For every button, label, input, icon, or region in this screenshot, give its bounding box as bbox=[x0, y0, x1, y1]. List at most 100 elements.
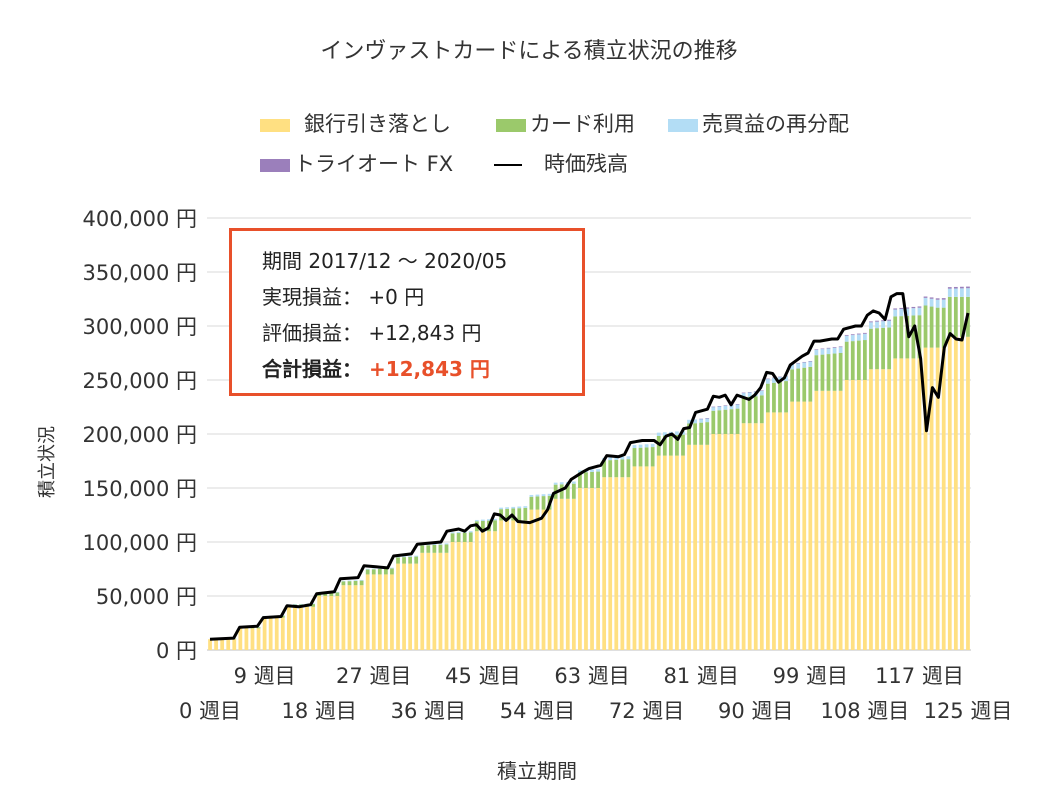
bar-card bbox=[687, 423, 691, 445]
bar-card bbox=[929, 306, 934, 348]
bar-card bbox=[790, 369, 795, 402]
bar-profit bbox=[844, 335, 849, 342]
bar-bank bbox=[208, 639, 212, 650]
bar-profit bbox=[547, 493, 552, 496]
bar-card bbox=[517, 508, 522, 521]
bar-bank bbox=[796, 401, 801, 650]
bar-profit bbox=[438, 543, 443, 545]
bar-card bbox=[717, 410, 722, 434]
bar-fx bbox=[953, 286, 958, 289]
bar-profit bbox=[808, 361, 813, 367]
bar-bank bbox=[596, 488, 600, 650]
line-market-value bbox=[209, 292, 970, 641]
bar-bank bbox=[802, 401, 807, 650]
summary-realized-label: 実現損益： bbox=[262, 285, 362, 309]
bar-bank bbox=[402, 563, 406, 650]
bar-card bbox=[796, 368, 801, 402]
bar-card bbox=[838, 353, 843, 391]
bar-bank bbox=[244, 628, 249, 650]
bar-fx bbox=[881, 320, 885, 322]
bar-fx bbox=[887, 319, 892, 321]
bar-fx bbox=[802, 361, 807, 363]
x-tick-label: 36 週目 bbox=[391, 699, 466, 723]
bar-profit bbox=[614, 457, 619, 460]
bar-profit bbox=[826, 348, 831, 355]
bar-fx bbox=[941, 298, 946, 300]
bar-card bbox=[881, 327, 885, 370]
bar-bank bbox=[474, 531, 479, 650]
bar-profit bbox=[632, 445, 637, 449]
bar-fx bbox=[935, 298, 940, 300]
bar-bank bbox=[875, 369, 879, 650]
bar-bank bbox=[317, 596, 322, 650]
bar-card bbox=[644, 447, 649, 467]
y-tick-label: 150,000 円 bbox=[82, 477, 197, 501]
bar-bank bbox=[468, 542, 473, 650]
bar-bank bbox=[432, 552, 437, 650]
bar-card bbox=[814, 355, 819, 391]
bar-profit bbox=[838, 347, 843, 353]
bar-bank bbox=[778, 412, 782, 650]
x-tick-label: 54 週目 bbox=[500, 699, 575, 723]
bar-bank bbox=[341, 585, 346, 650]
bar-profit bbox=[608, 457, 613, 461]
bar-card bbox=[632, 448, 637, 467]
bar-bank bbox=[675, 455, 679, 650]
summary-valuation-label: 評価損益： bbox=[262, 321, 362, 345]
y-axis-label: 積立状況 bbox=[37, 426, 58, 498]
legend-label-card: カード利用 bbox=[530, 112, 635, 136]
bar-card bbox=[826, 354, 831, 391]
bar-card bbox=[444, 544, 449, 553]
bar-card bbox=[802, 367, 807, 402]
legend-label-profit: 売買益の再分配 bbox=[702, 112, 849, 136]
bar-bank bbox=[499, 520, 503, 650]
bar-card bbox=[668, 435, 673, 456]
bar-bank bbox=[844, 380, 849, 650]
bar-profit bbox=[638, 444, 643, 448]
bar-card bbox=[323, 592, 328, 596]
bar-bank bbox=[838, 390, 843, 650]
bar-bank bbox=[220, 639, 225, 650]
bar-card bbox=[377, 569, 382, 575]
bar-profit bbox=[408, 555, 413, 557]
bar-bank bbox=[256, 628, 261, 650]
bar-profit bbox=[596, 469, 600, 472]
legend-item-fx: トライオート FX bbox=[260, 148, 453, 178]
bar-card bbox=[711, 410, 716, 434]
bar-card bbox=[620, 459, 625, 478]
bar-profit bbox=[293, 604, 297, 605]
bar-bank bbox=[729, 434, 734, 650]
bar-profit bbox=[359, 579, 364, 581]
bar-card bbox=[681, 434, 685, 456]
bar-bank bbox=[947, 336, 952, 650]
bar-profit bbox=[729, 404, 734, 410]
bar-profit bbox=[929, 298, 934, 307]
bar-card bbox=[408, 556, 413, 564]
bar-bank bbox=[923, 347, 928, 650]
x-axis-label: 積立期間 bbox=[497, 759, 577, 783]
bar-profit bbox=[705, 418, 710, 423]
bar-bank bbox=[784, 412, 788, 650]
bar-bank bbox=[863, 380, 867, 650]
bar-bank bbox=[487, 531, 491, 650]
bar-bank bbox=[638, 466, 643, 650]
bar-fx bbox=[759, 390, 764, 391]
bar-profit bbox=[432, 543, 437, 545]
bar-bank bbox=[335, 596, 340, 650]
bar-card bbox=[329, 592, 334, 596]
bar-bank bbox=[747, 423, 752, 650]
bar-bank bbox=[620, 477, 625, 650]
bar-profit bbox=[759, 390, 764, 396]
bar-profit bbox=[856, 334, 861, 341]
bar-card bbox=[335, 592, 340, 596]
bar-card bbox=[578, 472, 582, 488]
bar-profit bbox=[662, 432, 667, 436]
bar-bank bbox=[365, 574, 370, 650]
bar-card bbox=[923, 305, 928, 348]
bar-card bbox=[371, 569, 376, 575]
bar-bank bbox=[444, 552, 449, 650]
bar-profit bbox=[881, 321, 885, 328]
bar-bank bbox=[493, 531, 497, 650]
bar-card bbox=[535, 496, 540, 510]
bar-profit bbox=[341, 580, 346, 582]
